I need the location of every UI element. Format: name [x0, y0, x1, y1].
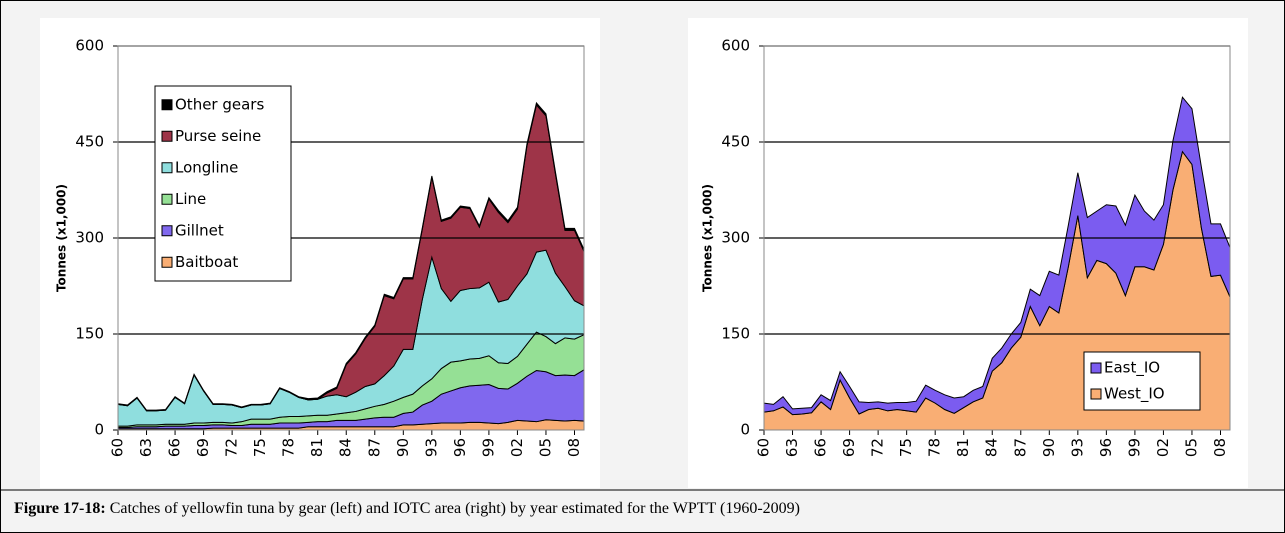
x-tick-label: 05 [1182, 438, 1200, 457]
x-tick-label: 78 [926, 438, 944, 457]
legend-label: West_IO [1104, 385, 1165, 404]
legend-label: Line [175, 190, 206, 208]
x-tick-label: 81 [954, 438, 972, 457]
x-tick-label: 93 [1068, 438, 1086, 457]
x-tick-label: 60 [109, 438, 127, 457]
y-tick-label: 150 [75, 325, 104, 343]
legend-label: East_IO [1104, 359, 1160, 378]
y-tick-label: 300 [721, 229, 750, 247]
y-tick-label: 450 [721, 133, 750, 151]
legend-box [154, 85, 292, 282]
x-tick-label: 96 [451, 438, 469, 457]
x-tick-label: 99 [479, 438, 497, 457]
x-tick-label: 08 [1211, 438, 1229, 457]
legend-label: Longline [175, 158, 238, 176]
y-tick-label: 300 [75, 229, 104, 247]
legend-swatch [161, 225, 173, 237]
x-tick-label: 93 [422, 438, 440, 457]
legend-swatch [161, 256, 173, 268]
x-tick-label: 84 [983, 438, 1001, 457]
caption: Figure 17-18: Catches of yellowfin tuna … [14, 500, 800, 518]
x-tick-label: 78 [280, 438, 298, 457]
x-tick-label: 66 [812, 438, 830, 457]
x-tick-label: 69 [194, 438, 212, 457]
y-tick-label: 450 [75, 133, 104, 151]
legend-swatch [161, 193, 173, 205]
legend-swatch [161, 162, 173, 174]
x-tick-label: 69 [840, 438, 858, 457]
x-tick-label: 81 [308, 438, 326, 457]
x-tick-label: 02 [1154, 438, 1172, 457]
y-tick-label: 150 [721, 325, 750, 343]
y-axis-title: Tonnes (x1,000) [55, 184, 69, 292]
y-tick-label: 600 [721, 37, 750, 55]
plot-frame [117, 45, 585, 431]
x-tick-label: 72 [223, 438, 241, 457]
legend-label: Purse seine [175, 127, 261, 145]
x-tick-label: 66 [166, 438, 184, 457]
x-tick-label: 90 [1040, 438, 1058, 457]
legend-swatch [1090, 362, 1102, 374]
x-tick-label: 96 [1097, 438, 1115, 457]
legend-swatch [1090, 388, 1102, 400]
x-tick-label: 84 [337, 438, 355, 457]
x-tick-label: 87 [1011, 438, 1029, 457]
legend-box [1083, 351, 1201, 411]
x-tick-label: 75 [897, 438, 915, 457]
legend-label: Other gears [175, 95, 264, 113]
legend-label: Baitboat [175, 253, 238, 271]
y-tick-label: 0 [94, 421, 104, 439]
x-tick-label: 90 [394, 438, 412, 457]
y-tick-label: 600 [75, 37, 104, 55]
x-tick-label: 99 [1125, 438, 1143, 457]
x-tick-label: 87 [365, 438, 383, 457]
x-tick-label: 02 [508, 438, 526, 457]
x-tick-label: 63 [137, 438, 155, 457]
y-axis-title: Tonnes (x1,000) [701, 184, 715, 292]
x-tick-label: 72 [869, 438, 887, 457]
caption-label: Figure 17-18: [14, 500, 106, 517]
x-tick-label: 60 [755, 438, 773, 457]
y-tick-label: 0 [740, 421, 750, 439]
legend-swatch [161, 130, 173, 142]
plot-frame [763, 45, 1231, 431]
legend-label: Gillnet [175, 221, 224, 239]
x-tick-label: 63 [783, 438, 801, 457]
legend-swatch [161, 99, 173, 111]
caption-text: Catches of yellowfin tuna by gear (left)… [105, 500, 800, 517]
x-tick-label: 75 [251, 438, 269, 457]
x-tick-label: 05 [536, 438, 554, 457]
x-tick-label: 08 [565, 438, 583, 457]
